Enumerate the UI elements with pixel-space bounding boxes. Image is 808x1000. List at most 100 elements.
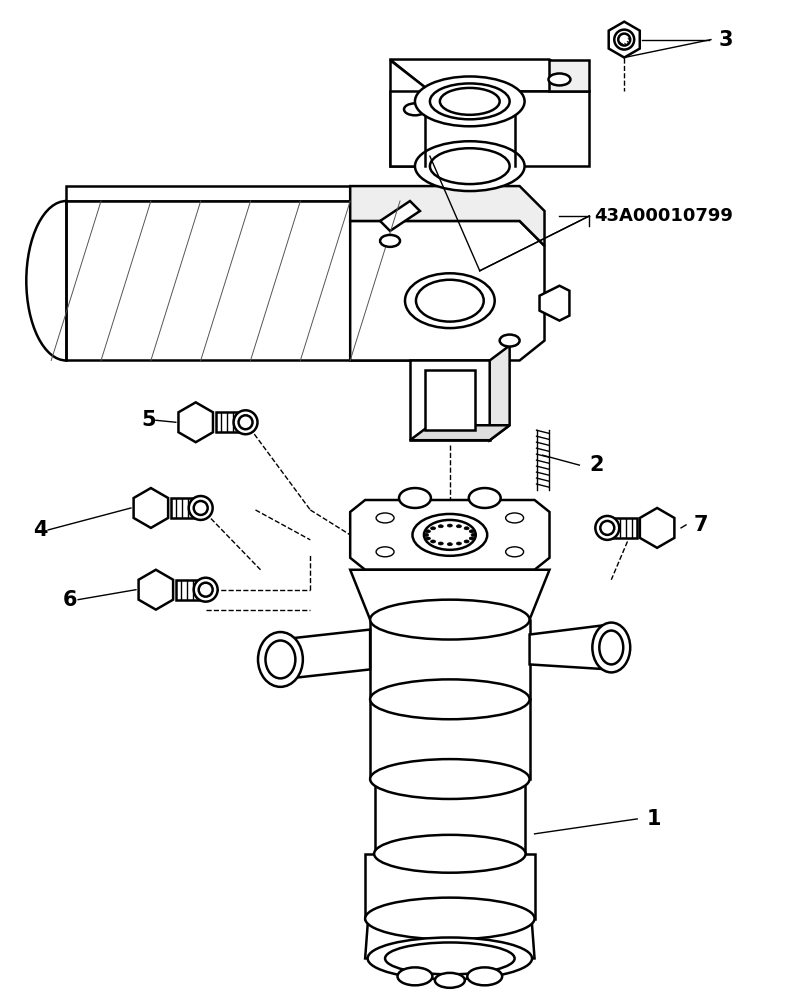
Ellipse shape [549,73,570,85]
Ellipse shape [385,942,515,974]
Ellipse shape [370,679,529,719]
Ellipse shape [595,516,619,540]
Polygon shape [380,201,420,231]
Ellipse shape [266,641,296,678]
Ellipse shape [374,835,525,873]
Text: 2: 2 [589,455,604,475]
Ellipse shape [423,533,428,536]
Ellipse shape [457,525,461,528]
Ellipse shape [618,34,630,46]
Polygon shape [410,425,510,440]
Ellipse shape [368,937,532,979]
Ellipse shape [600,631,623,664]
Text: 3: 3 [719,30,734,50]
Text: 4: 4 [33,520,48,540]
Ellipse shape [234,410,258,434]
Polygon shape [216,412,246,432]
Ellipse shape [448,543,452,546]
Ellipse shape [430,83,510,119]
Ellipse shape [376,547,394,557]
Ellipse shape [614,30,634,50]
Polygon shape [176,580,206,600]
Polygon shape [375,779,524,854]
Ellipse shape [469,530,474,533]
Polygon shape [540,286,570,321]
Polygon shape [66,186,430,201]
Polygon shape [425,370,475,430]
Ellipse shape [426,530,431,533]
Ellipse shape [464,527,469,530]
Ellipse shape [405,273,494,328]
Polygon shape [365,854,535,919]
Ellipse shape [258,632,303,687]
Ellipse shape [404,103,426,115]
Polygon shape [608,22,640,58]
Polygon shape [365,919,535,958]
Polygon shape [280,630,370,679]
Ellipse shape [438,525,444,528]
Ellipse shape [426,537,431,540]
Polygon shape [350,500,549,570]
Ellipse shape [471,533,476,536]
Polygon shape [179,402,213,442]
Ellipse shape [438,542,444,545]
Ellipse shape [370,759,529,799]
Ellipse shape [380,235,400,247]
Ellipse shape [199,583,213,597]
Polygon shape [608,518,638,538]
Ellipse shape [457,542,461,545]
Ellipse shape [398,967,432,985]
Text: 43A00010799: 43A00010799 [595,207,733,225]
Polygon shape [139,570,173,610]
Polygon shape [133,488,168,528]
Ellipse shape [479,147,501,159]
Ellipse shape [189,496,213,520]
Polygon shape [549,60,589,91]
Ellipse shape [376,513,394,523]
Polygon shape [390,60,430,166]
Ellipse shape [370,600,529,640]
Polygon shape [350,186,545,246]
Ellipse shape [412,514,487,556]
Ellipse shape [469,488,501,508]
Ellipse shape [600,521,614,535]
Polygon shape [390,91,589,166]
Ellipse shape [440,88,499,115]
Ellipse shape [469,537,474,540]
Text: 5: 5 [141,410,155,430]
Text: 6: 6 [63,590,78,610]
Ellipse shape [416,280,484,322]
Ellipse shape [499,335,520,347]
Polygon shape [350,221,545,360]
Ellipse shape [399,488,431,508]
Ellipse shape [365,898,535,939]
Polygon shape [390,60,589,91]
Ellipse shape [506,547,524,557]
Ellipse shape [424,520,476,550]
Ellipse shape [194,501,208,515]
Polygon shape [370,620,529,699]
Polygon shape [490,346,510,440]
Ellipse shape [506,513,524,523]
Polygon shape [66,201,430,360]
Ellipse shape [238,415,253,429]
Ellipse shape [430,148,510,184]
Ellipse shape [431,540,436,543]
Polygon shape [529,625,609,669]
Polygon shape [170,498,200,518]
Polygon shape [370,699,529,779]
Ellipse shape [194,578,217,602]
Polygon shape [640,508,675,548]
Ellipse shape [415,76,524,126]
Ellipse shape [464,540,469,543]
Ellipse shape [415,141,524,191]
Ellipse shape [435,973,465,988]
Polygon shape [410,360,490,440]
Polygon shape [350,570,549,620]
Ellipse shape [592,623,630,672]
Ellipse shape [448,524,452,527]
Ellipse shape [467,967,502,985]
Ellipse shape [431,527,436,530]
Text: 7: 7 [694,515,709,535]
Text: 1: 1 [647,809,662,829]
